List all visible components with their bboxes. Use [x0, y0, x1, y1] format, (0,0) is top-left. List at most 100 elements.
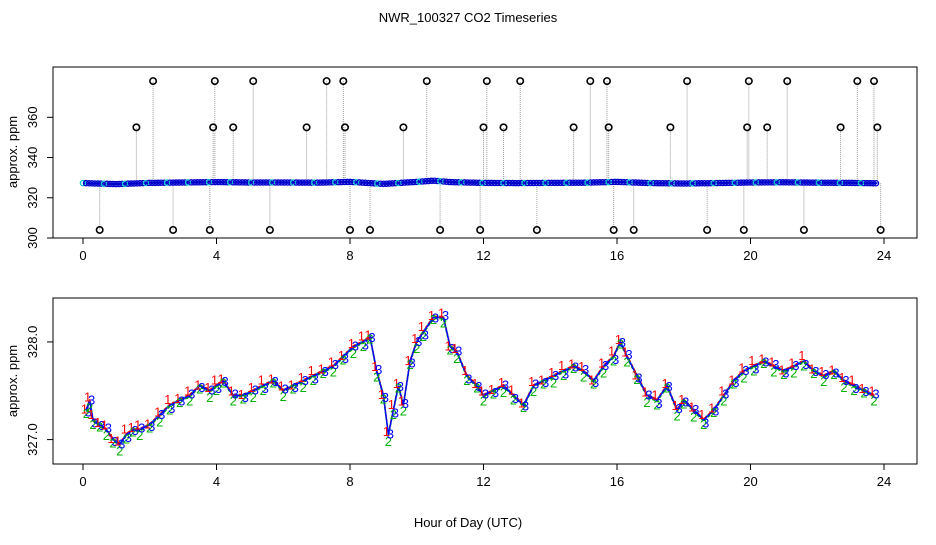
flag-marker-3: 3 — [722, 386, 729, 401]
baseline-point — [223, 178, 231, 186]
outlier-point — [739, 225, 748, 234]
flag-marker-1: 1 — [518, 396, 525, 411]
flag-marker-1: 1 — [451, 341, 458, 356]
baseline-point — [677, 180, 684, 187]
flag-marker-3: 3 — [872, 386, 879, 401]
baseline-point — [761, 179, 769, 186]
baseline-point — [653, 179, 660, 187]
flag-marker-2: 2 — [260, 383, 267, 398]
baseline-point — [551, 179, 558, 187]
baseline-point — [656, 179, 663, 187]
flag-marker-2: 2 — [390, 407, 397, 422]
baseline-point — [524, 179, 531, 187]
baseline-point — [317, 179, 324, 186]
outlier-point — [604, 123, 613, 132]
flag-marker-1: 1 — [288, 377, 295, 392]
baseline-point — [557, 179, 564, 187]
baseline-point — [560, 179, 567, 187]
flag-marker-3: 3 — [762, 354, 769, 369]
baseline-point — [461, 179, 468, 186]
flag-marker-1: 1 — [248, 380, 255, 395]
bottom-panel: approx. ppm 1231231231231231231231231231… — [5, 297, 918, 489]
flag-marker-3: 3 — [562, 367, 569, 382]
flag-marker-2: 2 — [166, 402, 173, 417]
baseline-point — [626, 179, 633, 186]
bottom-x-axis: 0 4 8 12 16 20 24 — [79, 463, 891, 489]
x-tick-label: 12 — [476, 248, 490, 263]
baseline-point — [82, 179, 90, 187]
flag-marker-1: 1 — [127, 420, 134, 435]
baseline-point — [338, 178, 345, 186]
flag-marker-1: 1 — [598, 355, 605, 370]
flag-marker-3: 3 — [382, 390, 389, 405]
flag-marker-2: 2 — [83, 406, 90, 421]
baseline-point — [797, 179, 805, 186]
flag-marker-1: 1 — [411, 331, 418, 346]
baseline-point — [281, 179, 288, 186]
flag-marker-3: 3 — [612, 352, 619, 367]
baseline-point — [782, 179, 790, 186]
baseline-point — [350, 178, 357, 186]
flag-marker-1: 1 — [858, 381, 865, 396]
flag-marker-2: 2 — [176, 395, 183, 410]
baseline-point — [347, 178, 354, 186]
baseline-point — [494, 179, 501, 187]
baseline-point — [118, 180, 126, 188]
baseline-point — [530, 179, 537, 187]
flag-marker-2: 2 — [453, 351, 460, 366]
flag-marker-1: 1 — [428, 308, 435, 323]
flag-marker-1: 1 — [718, 384, 725, 399]
flag-marker-3: 3 — [465, 371, 472, 386]
baseline-point — [791, 179, 799, 186]
outlier-point — [609, 225, 618, 234]
baseline-point — [271, 179, 279, 186]
flag-marker-3: 3 — [449, 341, 456, 356]
baseline-point — [839, 179, 847, 187]
flag-marker-3: 3 — [812, 364, 819, 379]
baseline-point — [503, 179, 510, 187]
x-tick-label: 8 — [346, 474, 353, 489]
flag-marker-1: 1 — [114, 434, 121, 449]
flag-marker-3: 3 — [375, 362, 382, 377]
baseline-point — [668, 180, 675, 187]
flag-marker-1: 1 — [498, 375, 505, 390]
baseline-point — [256, 179, 264, 186]
outlier-point — [482, 77, 491, 86]
outlier-point — [340, 123, 349, 132]
baseline-point — [830, 179, 838, 187]
baseline-point — [665, 180, 672, 187]
baseline-point — [422, 177, 429, 185]
baseline-point — [773, 179, 781, 186]
baseline-point — [226, 178, 234, 186]
flag-marker-1: 1 — [698, 407, 705, 422]
flag-marker-1: 1 — [568, 357, 575, 372]
baseline-point — [127, 180, 135, 187]
y-tick-label: 340 — [25, 147, 40, 169]
flag-marker-3: 3 — [148, 419, 155, 434]
flag-marker-1: 1 — [228, 384, 235, 399]
baseline-point — [380, 180, 387, 188]
flag-marker-1: 1 — [848, 373, 855, 388]
baseline-point — [710, 179, 718, 187]
baseline-point — [413, 178, 420, 186]
flag-marker-3: 3 — [655, 396, 662, 411]
flag-marker-2: 2 — [129, 424, 136, 439]
outlier-point — [422, 77, 431, 86]
flag-marker-3: 3 — [502, 378, 509, 393]
flag-marker-2: 2 — [440, 316, 447, 331]
baseline-point — [509, 179, 516, 187]
x-tick-label: 20 — [743, 474, 757, 489]
baseline-point — [196, 179, 204, 186]
flag-marker-1: 1 — [778, 363, 785, 378]
baseline-point — [232, 179, 240, 186]
baseline-point — [584, 179, 591, 186]
flag-marker-3: 3 — [131, 423, 138, 438]
baseline-point — [596, 179, 603, 186]
flag-marker-3: 3 — [665, 379, 672, 394]
flag-marker-3: 3 — [702, 415, 709, 430]
x-tick-label: 20 — [743, 248, 757, 263]
baseline-point — [356, 179, 363, 186]
outlier-point — [743, 123, 752, 132]
top-y-axis-label: approx. ppm — [5, 116, 20, 188]
